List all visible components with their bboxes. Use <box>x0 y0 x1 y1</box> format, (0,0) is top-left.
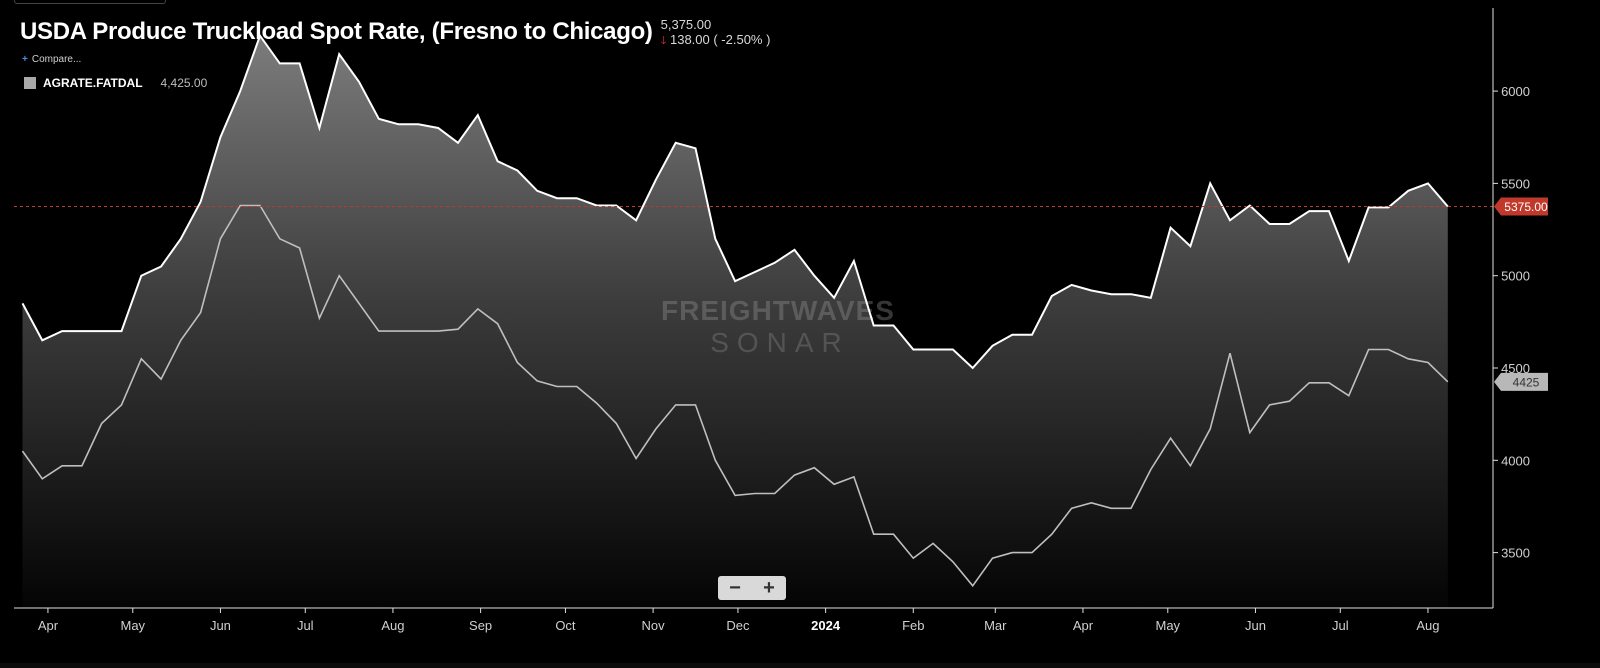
last-value-badge-label: 5375.00 <box>1504 200 1548 214</box>
secondary-value-badge-label: 4425 <box>1513 375 1540 389</box>
y-tick-label: 6000 <box>1501 84 1530 99</box>
secondary-area <box>22 205 1448 608</box>
plus-icon: + <box>22 54 28 65</box>
secondary-value-badge-shape <box>1494 372 1548 391</box>
x-tick-label: Nov <box>642 618 666 633</box>
legend-value: 4,425.00 <box>160 76 208 90</box>
watermark-text: FREIGHTWAVES <box>661 295 895 326</box>
last-value-badge-shape <box>1494 197 1548 216</box>
legend-swatch <box>24 77 36 89</box>
x-tick-label: May <box>1156 618 1181 633</box>
chart-header: USDA Produce Truckload Spot Rate, (Fresn… <box>20 17 770 49</box>
compare-button[interactable]: + Compare... <box>22 54 81 65</box>
legend-item[interactable]: AGRATE.FATDAL 4,425.00 <box>24 76 207 90</box>
watermark-subtext: SONAR <box>710 327 850 358</box>
x-tick-label: Apr <box>38 618 59 633</box>
x-tick-label: 2024 <box>811 618 841 633</box>
secondary-value-badge: 4425 <box>1494 372 1548 391</box>
x-tick-label: Apr <box>1073 618 1094 633</box>
x-tick-label: Aug <box>381 618 404 633</box>
x-tick-label: Oct <box>555 618 576 633</box>
chart-title: USDA Produce Truckload Spot Rate, (Fresn… <box>20 18 653 45</box>
change-value: 138.00 ( -2.50% ) <box>669 32 771 47</box>
secondary-series-line <box>21 204 1449 588</box>
x-tick-label: Jul <box>297 618 314 633</box>
legend-name: AGRATE.FATDAL <box>43 76 143 90</box>
zoom-out-button[interactable]: − <box>729 577 741 599</box>
price-block: 5,375.00 🡓 138.00 ( -2.50% ) <box>661 17 771 49</box>
x-tick-label: Aug <box>1416 618 1439 633</box>
y-tick-label: 4000 <box>1501 453 1530 468</box>
arrow-down-icon: 🡓 <box>660 35 667 47</box>
x-tick-label: Jun <box>210 618 231 633</box>
x-tick-label: May <box>120 618 145 633</box>
x-tick-label: Sep <box>469 618 492 633</box>
x-tick-label: Feb <box>902 618 924 633</box>
y-tick-label: 3500 <box>1501 546 1530 561</box>
x-tick-label: Dec <box>726 618 750 633</box>
x-tick-label: Jul <box>1332 618 1349 633</box>
y-tick-label: 5500 <box>1501 176 1530 191</box>
primary-series-line <box>21 33 1449 370</box>
price-change: 🡓 138.00 ( -2.50% ) <box>661 32 771 49</box>
zoom-control: − + <box>718 576 786 600</box>
y-tick-label: 5000 <box>1501 269 1530 284</box>
tab-stub[interactable] <box>14 0 166 4</box>
y-tick-label: 4500 <box>1501 361 1530 376</box>
x-tick-label: Mar <box>984 618 1007 633</box>
last-value: 5,375.00 <box>660 17 712 32</box>
compare-label: Compare... <box>31 54 82 65</box>
last-value-badge: 5375.00 <box>1494 197 1548 216</box>
zoom-in-button[interactable]: + <box>763 577 775 599</box>
x-tick-label: Jun <box>1245 618 1266 633</box>
